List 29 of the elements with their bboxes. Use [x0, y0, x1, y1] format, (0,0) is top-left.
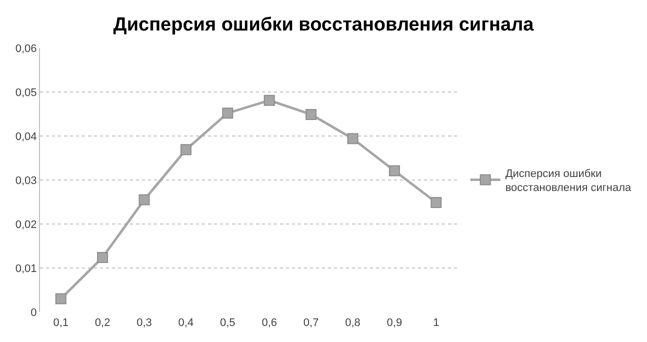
x-tick-label: 1 [433, 317, 440, 330]
y-tick-label: 0,02 [15, 218, 37, 231]
y-tick-label: 0,01 [15, 262, 37, 275]
legend-label: Дисперсия ошибки восстановления сигнала [505, 168, 632, 194]
x-tick-label: 0,8 [345, 317, 360, 330]
point [180, 144, 192, 156]
point [306, 108, 317, 120]
x-tick-label: 0,4 [178, 317, 194, 330]
x-tick-label: 0,6 [262, 317, 277, 330]
point [430, 196, 442, 208]
point [264, 94, 275, 106]
y-tick-label: 0,04 [15, 130, 37, 143]
point [55, 293, 66, 304]
x-tick-label: 0,2 [94, 317, 110, 330]
y-tick-label: 0,03 [15, 174, 37, 187]
x-tick-label: 0,7 [303, 317, 319, 330]
point [222, 108, 234, 119]
y-tick-label: 0 [30, 306, 37, 319]
x-tick-label: 0,5 [220, 317, 236, 330]
point [388, 165, 400, 176]
point [138, 194, 150, 206]
y-tick-label: 0,05 [15, 86, 37, 99]
y-tick-label: 0,06 [15, 42, 37, 55]
x-tick-label: 0,9 [386, 317, 402, 330]
point [97, 252, 108, 263]
chart-title: Дисперсия ошибки восстановления сигнала [113, 14, 534, 36]
point [347, 133, 358, 144]
x-tick-label: 0,3 [136, 317, 152, 330]
x-tick-label: 0,1 [53, 317, 68, 330]
